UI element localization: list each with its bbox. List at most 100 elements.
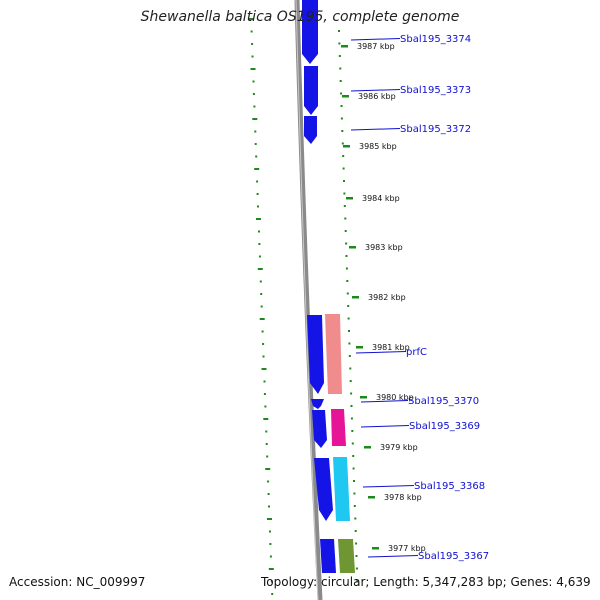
ruler-dot (340, 117, 343, 120)
tick-mark (352, 296, 359, 299)
ruler-dot (260, 305, 263, 308)
ruler-dot (350, 405, 353, 407)
gene-label[interactable]: Sbal195_3368 (414, 481, 485, 492)
ruler-dot (344, 217, 347, 220)
ruler-dot (350, 392, 353, 395)
ruler-dot (349, 367, 352, 370)
ruler-dot (251, 43, 254, 45)
gene-leader-line (360, 425, 410, 428)
ruler-dot (259, 318, 265, 320)
ruler-dot (252, 93, 255, 95)
ruler-dot (345, 255, 348, 257)
ruler-dot (344, 230, 347, 232)
ruler-dot (347, 317, 350, 320)
cds-arrow[interactable] (312, 410, 327, 448)
gene-labels: Sbal195_3374 Sbal195_3373 Sbal195_3372 prfC… (350, 34, 489, 562)
gene-leader-line (350, 89, 401, 92)
ruler-dot (351, 442, 354, 445)
gene-label[interactable]: Sbal195_3373 (400, 85, 471, 96)
feature-track (302, 0, 355, 573)
ruler-dot (341, 130, 344, 132)
ruler-dot (250, 30, 253, 33)
kbp-ticks: 3987 kbp 3986 kbp 3985 kbp 3984 kbp 3983 kbp… (341, 42, 426, 553)
cds-arrow[interactable] (304, 116, 317, 144)
ruler-dot (255, 155, 258, 158)
ruler-dot (259, 280, 262, 283)
ruler-dot (353, 505, 356, 507)
ruler-dot (261, 330, 264, 333)
ruler-dot (349, 380, 352, 382)
ruler-dot (348, 355, 351, 357)
ruler-dot (343, 192, 346, 195)
tick-mark (343, 145, 350, 148)
tick-mark (372, 547, 379, 550)
gene-label[interactable]: prfC (406, 347, 427, 358)
cds-arrow[interactable] (320, 539, 336, 573)
ruler-dot (254, 168, 260, 170)
ruler-dot (263, 380, 266, 383)
ruler-dot (263, 393, 266, 395)
gene-label[interactable]: Sbal195_3374 (400, 34, 471, 45)
ruler-dot (257, 268, 263, 270)
gene-label[interactable]: Sbal195_3372 (400, 124, 471, 135)
cds-arrow[interactable] (311, 399, 324, 409)
ruler-dot (345, 267, 348, 270)
kbp-tick-label: 3981 kbp (372, 343, 410, 352)
ruler-dot (340, 92, 343, 95)
ruler-dot (254, 130, 257, 133)
tick-mark (368, 496, 375, 499)
ruler-dot (258, 230, 260, 233)
ruler-dot (340, 105, 343, 107)
gene-label[interactable]: Sbal195_3367 (418, 551, 489, 562)
accession-text: Accession: NC_009997 (9, 575, 146, 589)
tick-mark (364, 446, 371, 449)
ruler-dot (347, 305, 350, 307)
ruler-dot (252, 118, 258, 120)
ruler-dot (266, 455, 269, 458)
cds-arrow[interactable] (307, 315, 324, 394)
ruler-dot (339, 67, 342, 70)
ruler-dot (262, 343, 265, 345)
ruler-dot (258, 243, 261, 245)
feature-olive[interactable] (338, 539, 355, 573)
ruler-dot (351, 430, 354, 432)
ruler-dot (342, 167, 345, 170)
ruler-dot (354, 517, 357, 520)
gene-label[interactable]: Sbal195_3369 (409, 421, 480, 432)
ruler-dot (348, 342, 351, 345)
kbp-tick-label: 3982 kbp (368, 293, 406, 302)
ruler-dot (350, 417, 353, 420)
genome-title: Shewanella baltica OS195, complete genom… (140, 9, 460, 25)
tick-mark (349, 246, 356, 249)
ruler-dot (256, 218, 261, 220)
feature-magenta[interactable] (331, 409, 346, 446)
kbp-tick-label: 3987 kbp (357, 42, 395, 51)
ruler-dot (352, 455, 355, 457)
tick-mark (342, 95, 349, 98)
ruler-dot (353, 492, 356, 495)
ruler-dot (261, 368, 267, 370)
ruler-dot (265, 468, 271, 470)
feature-cyan[interactable] (333, 457, 350, 521)
ruler-dot (355, 555, 358, 557)
ruler-dot (270, 580, 273, 583)
ruler-dot (263, 418, 269, 420)
ruler-dot (338, 42, 341, 45)
ruler-dot (257, 205, 259, 208)
cds-arrow[interactable] (314, 458, 333, 521)
ruler-dot (345, 242, 348, 245)
cds-arrow[interactable] (302, 0, 318, 64)
prfC-feature[interactable] (325, 314, 342, 394)
ruler-dot (353, 480, 355, 482)
cds-arrow[interactable] (304, 66, 318, 115)
tick-mark (346, 197, 353, 200)
ruler-dot (346, 280, 349, 282)
gene-label[interactable]: Sbal195_3370 (408, 396, 479, 407)
ruler-dot (252, 80, 255, 83)
ruler-dot (264, 405, 267, 408)
ruler-dot (250, 68, 256, 70)
ruler-dot (269, 555, 272, 558)
ruler-dot (355, 567, 358, 570)
ruler-dot (258, 255, 261, 258)
ruler-dot (265, 430, 268, 433)
